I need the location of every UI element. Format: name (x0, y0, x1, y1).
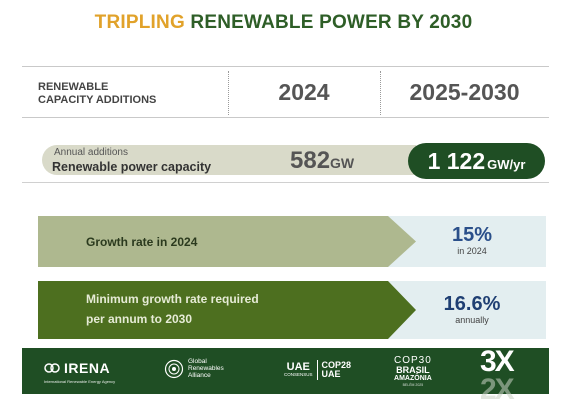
capacity-unit-future: GW/yr (487, 156, 526, 172)
3x-mark: 3X (480, 345, 515, 378)
capacity-value-future: 1 122 GW/yr (408, 143, 545, 179)
capacity-pill: Annual additions Renewable power capacit… (42, 145, 416, 175)
irena-logo: IRENA International Renewable Energy Age… (44, 360, 115, 384)
3x-mark-logo: 3X 2X (480, 345, 515, 406)
partner-logo-bar: IRENA International Renewable Energy Age… (22, 347, 549, 405)
uae-line2: CONSENSUS (284, 371, 313, 377)
column-divider (228, 71, 229, 115)
growth-2024-band: Growth rate in 2024 15% in 2024 (38, 216, 546, 267)
growth-required-label: Minimum growth rate required per annum t… (86, 289, 259, 329)
logo-separator (316, 360, 318, 380)
irena-subtitle: International Renewable Energy Agency (44, 379, 116, 384)
capacity-sublabel: Annual additions (54, 147, 128, 158)
capacity-label: Renewable power capacity (52, 160, 212, 174)
growth-2024-value: 15% (451, 224, 493, 246)
growth-required-value: 16.6% (443, 293, 501, 315)
cop30-brasil-logo: COP30 BRASIL AMAZÔNIA BELÉM 2025 (394, 355, 432, 387)
growth-required-band-shape (38, 281, 546, 339)
cop30-line4: BELÉM 2025 (402, 383, 424, 387)
capacity-number-2024: 582 (290, 147, 331, 174)
cop28-uae-logo: UAE CONSENSUS COP28 UAE (284, 360, 351, 380)
cop30-line1: COP30 (394, 355, 432, 366)
capacity-unit-2024: GW (330, 155, 355, 171)
growth-2024-note: in 2024 (457, 246, 487, 256)
growth-required-band: Minimum growth rate required per annum t… (38, 281, 546, 339)
uae-consensus-text: UAE CONSENSUS (284, 360, 313, 378)
gra-line1: Global (188, 358, 207, 365)
table-header: RENEWABLE CAPACITY ADDITIONS 2024 2025-2… (22, 66, 549, 118)
uae-line1: UAE (286, 360, 310, 373)
growth-2024-band-shape (38, 216, 546, 267)
capacity-number-future: 1 122 (427, 147, 486, 174)
cop28-line2: UAE (321, 369, 341, 379)
column-heading-2025-2030: 2025-2030 (409, 79, 520, 105)
growth-2024-label: Growth rate in 2024 (86, 235, 198, 249)
column-heading-2024: 2024 (278, 79, 330, 105)
capacity-value-2024: 582GW (290, 147, 354, 175)
column-divider (380, 71, 381, 115)
growth-2024-value-block: 15% in 2024 (398, 224, 546, 256)
globe-icon (164, 359, 184, 378)
growth-required-label-line1: Minimum growth rate required (86, 292, 259, 306)
cop28-line1: COP28 (321, 360, 352, 370)
growth-required-value-block: 16.6% annually (398, 293, 546, 325)
header-label-line1: RENEWABLE (38, 81, 109, 93)
global-renewables-alliance-logo: Global Renewables Alliance (164, 358, 224, 379)
irena-wordmark: IRENA (64, 360, 111, 376)
header-label-line2: CAPACITY ADDITIONS (38, 94, 157, 106)
cop30-line3: AMAZÔNIA (394, 375, 432, 382)
growth-required-note: annually (455, 315, 489, 325)
gra-text: Global Renewables Alliance (188, 358, 224, 379)
title-rest: RENEWABLE POWER BY 2030 (190, 12, 473, 33)
gra-line2: Renewables (188, 365, 224, 372)
cop28-text: COP28 UAE (322, 361, 352, 379)
header-label: RENEWABLE CAPACITY ADDITIONS (38, 81, 156, 107)
capacity-row: Annual additions Renewable power capacit… (22, 131, 549, 183)
2x-mark-ghost: 2X (480, 373, 515, 406)
growth-required-label-line2: per annum to 2030 (86, 312, 193, 326)
cop30-line2: BRASIL (396, 365, 430, 375)
title-accent: TRIPLING (94, 12, 185, 33)
page-title: TRIPLING RENEWABLE POWER BY 2030 (0, 12, 567, 34)
gra-line3: Alliance (188, 372, 211, 379)
irena-emblem-icon (44, 363, 60, 373)
